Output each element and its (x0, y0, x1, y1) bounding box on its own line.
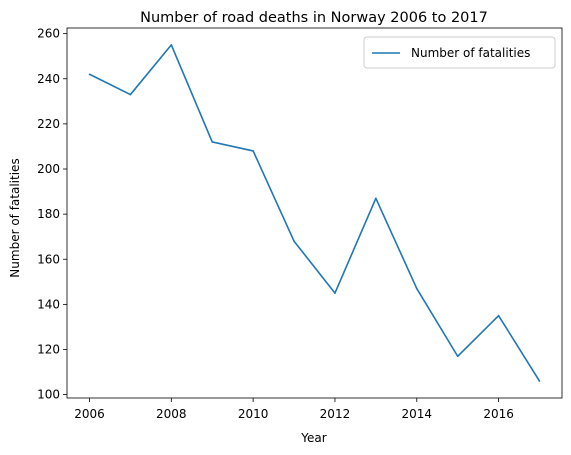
x-axis: 2006 2008 2010 2012 2014 2016 (74, 398, 514, 421)
legend-label: Number of fatalities (411, 46, 530, 60)
legend: Number of fatalities (363, 36, 556, 69)
y-axis-label: Number of fatalities (8, 158, 22, 277)
x-tick-label: 2008 (156, 407, 187, 421)
x-tick-label: 2012 (320, 407, 351, 421)
data-point (538, 380, 541, 382)
data-point (170, 44, 173, 46)
data-point (334, 292, 336, 294)
chart-title: Number of road deaths in Norway 2006 to … (140, 10, 488, 26)
x-tick-label: 2014 (401, 407, 432, 421)
data-point (88, 73, 91, 76)
x-tick-label: 2006 (74, 407, 105, 421)
y-tick-label: 140 (37, 297, 60, 311)
y-axis: 100 120 140 160 180 200 220 240 260 (37, 27, 67, 402)
plot-area-frame (66, 27, 563, 399)
y-tick-label: 220 (37, 117, 60, 131)
data-point (456, 355, 459, 358)
data-point (375, 197, 377, 200)
y-tick-label: 160 (37, 252, 60, 266)
y-tick-label: 260 (37, 27, 60, 41)
y-tick-label: 100 (37, 388, 60, 402)
data-point (211, 141, 214, 143)
data-point (252, 150, 254, 152)
data-point (129, 93, 132, 96)
y-tick-label: 200 (37, 162, 60, 176)
data-point (293, 240, 295, 243)
y-tick-label: 240 (37, 72, 60, 86)
series-layer (88, 44, 541, 382)
legend-box (363, 36, 556, 69)
x-axis-label: Year (300, 431, 326, 445)
y-tick-label: 120 (37, 342, 60, 356)
x-tick-label: 2016 (483, 407, 514, 421)
y-tick-label: 180 (37, 207, 60, 221)
data-point (415, 287, 418, 290)
data-point (497, 314, 500, 317)
series-line (89, 44, 541, 382)
x-tick-label: 2010 (238, 407, 269, 421)
